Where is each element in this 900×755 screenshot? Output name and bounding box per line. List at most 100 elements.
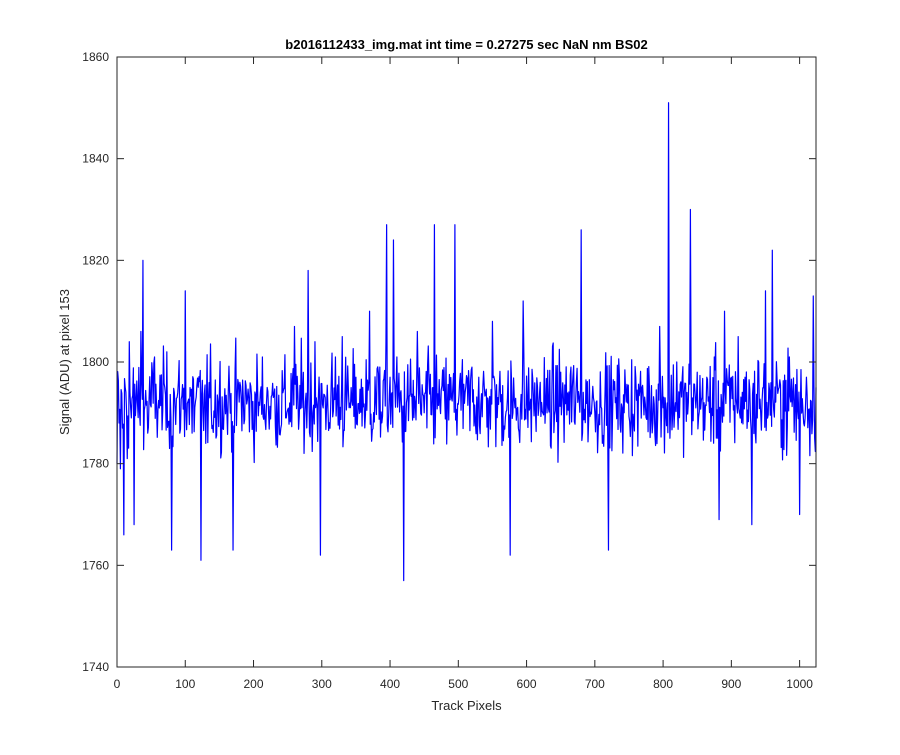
- x-tick-label: 1000: [786, 677, 813, 691]
- data-point: [164, 386, 166, 388]
- data-point: [757, 361, 759, 363]
- y-tick-label: 1760: [82, 558, 109, 572]
- data-point: [312, 412, 314, 414]
- data-point: [778, 386, 780, 388]
- data-point: [368, 310, 370, 312]
- data-point: [348, 407, 350, 409]
- data-point: [334, 356, 336, 358]
- data-point: [532, 396, 534, 398]
- data-point: [205, 442, 207, 444]
- data-point: [718, 518, 720, 520]
- x-tick-label: 600: [517, 677, 537, 691]
- data-point: [423, 412, 425, 414]
- x-tick-label: 400: [380, 677, 400, 691]
- data-point: [798, 513, 800, 515]
- data-point: [119, 468, 121, 470]
- data-point: [191, 432, 193, 434]
- data-point: [522, 300, 524, 302]
- data-point: [200, 559, 202, 561]
- x-tick-label: 100: [175, 677, 195, 691]
- data-point: [805, 376, 807, 378]
- data-point: [491, 320, 493, 322]
- data-point: [126, 457, 128, 459]
- data-point: [118, 422, 120, 424]
- series-layer: [116, 102, 817, 582]
- data-point: [133, 523, 135, 525]
- data-point: [341, 335, 343, 337]
- data-point: [433, 224, 435, 226]
- data-point: [147, 432, 149, 434]
- data-point: [170, 549, 172, 551]
- data-point: [307, 269, 309, 271]
- data-point: [280, 427, 282, 429]
- plot-title: b2016112433_img.mat int time = 0.27275 s…: [285, 37, 647, 52]
- data-point: [686, 391, 688, 393]
- signal-series-line: [116, 102, 817, 582]
- data-point: [239, 381, 241, 383]
- x-tick-label: 200: [244, 677, 264, 691]
- data-point: [128, 340, 130, 342]
- data-point: [454, 224, 456, 226]
- data-point: [130, 417, 132, 419]
- data-point: [607, 549, 609, 551]
- data-point: [184, 290, 186, 292]
- x-tick-label: 500: [448, 677, 468, 691]
- data-point: [136, 401, 138, 403]
- data-point: [362, 386, 364, 388]
- data-point: [124, 386, 126, 388]
- y-tick-label: 1840: [82, 152, 109, 166]
- data-point: [142, 259, 144, 261]
- data-point: [648, 386, 650, 388]
- data-point: [389, 376, 391, 378]
- data-point: [355, 376, 357, 378]
- data-point: [614, 401, 616, 403]
- data-point: [471, 366, 473, 368]
- data-point: [723, 310, 725, 312]
- data-point: [570, 366, 572, 368]
- data-point: [392, 239, 394, 241]
- data-point: [737, 335, 739, 337]
- data-point: [667, 102, 669, 104]
- y-tick-label: 1860: [82, 50, 109, 64]
- data-point: [266, 386, 268, 388]
- y-tick-label: 1740: [82, 660, 109, 674]
- data-point: [314, 340, 316, 342]
- data-point: [812, 295, 814, 297]
- data-point: [232, 549, 234, 551]
- y-tick-label: 1780: [82, 457, 109, 471]
- data-point: [744, 376, 746, 378]
- data-point: [689, 208, 691, 210]
- y-tick-label: 1820: [82, 253, 109, 267]
- data-point: [580, 229, 582, 231]
- data-point: [512, 412, 514, 414]
- data-point: [771, 249, 773, 251]
- data-point: [751, 523, 753, 525]
- y-tick-label: 1800: [82, 355, 109, 369]
- x-tick-label: 900: [721, 677, 741, 691]
- data-point: [319, 554, 321, 556]
- data-point: [560, 371, 562, 373]
- data-point: [669, 437, 671, 439]
- x-tick-label: 800: [653, 677, 673, 691]
- data-point: [174, 407, 176, 409]
- x-tick-label: 300: [312, 677, 332, 691]
- data-point: [730, 376, 732, 378]
- plot-area: [117, 57, 816, 667]
- data-point: [509, 554, 511, 556]
- data-point: [140, 330, 142, 332]
- data-point: [252, 432, 254, 434]
- data-point: [498, 386, 500, 388]
- data-point: [696, 371, 698, 373]
- y-axis-title: Signal (ADU) at pixel 153: [57, 289, 72, 435]
- data-point: [153, 356, 155, 358]
- data-point: [385, 224, 387, 226]
- data-point: [658, 325, 660, 327]
- data-point: [539, 381, 541, 383]
- data-point: [478, 376, 480, 378]
- data-point: [662, 407, 664, 409]
- data-point: [788, 356, 790, 358]
- data-point: [764, 290, 766, 292]
- data-point: [406, 396, 408, 398]
